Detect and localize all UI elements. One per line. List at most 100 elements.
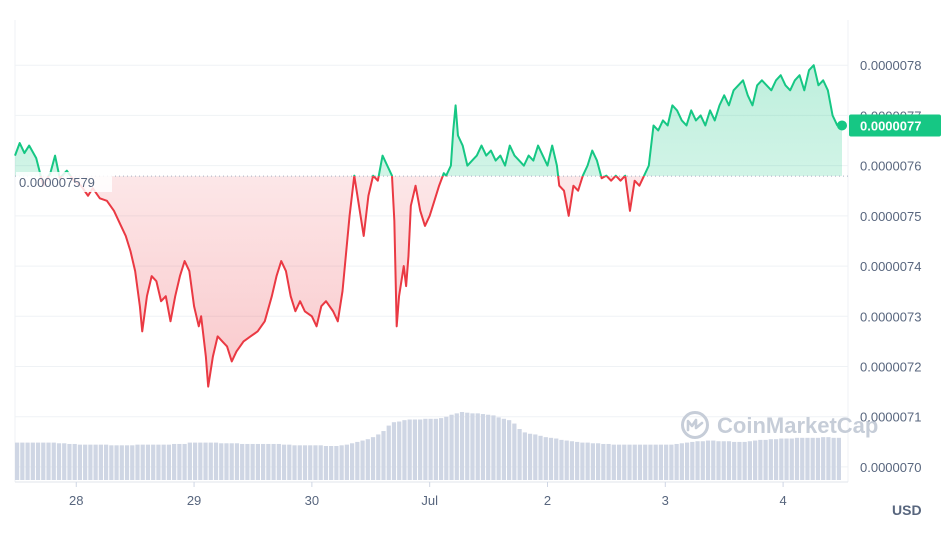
- volume-bar: [360, 440, 365, 480]
- coinmarketcap-watermark: CoinMarketCap: [681, 411, 878, 439]
- x-tick-label: 4: [779, 493, 786, 508]
- volume-bar: [711, 440, 716, 480]
- volume-bar: [590, 443, 595, 480]
- volume-bar: [700, 441, 705, 480]
- volume-bar: [653, 444, 658, 480]
- volume-bar: [664, 444, 669, 480]
- volume-bar: [674, 443, 679, 480]
- volume-bar: [805, 437, 810, 480]
- volume-bar: [381, 431, 386, 480]
- volume-bar: [323, 446, 329, 480]
- volume-bar: [433, 418, 438, 480]
- volume-bar: [46, 442, 51, 480]
- volume-bar: [637, 444, 643, 480]
- currency-label: USD: [892, 502, 922, 518]
- volume-bar: [580, 442, 585, 480]
- x-tick-label: 3: [662, 493, 669, 508]
- volume-bar: [695, 441, 700, 480]
- volume-bar: [831, 437, 836, 480]
- volume-bar: [527, 433, 533, 480]
- volume-bar: [622, 444, 627, 480]
- volume-bar: [669, 444, 674, 480]
- price-area: [15, 65, 842, 387]
- volume-bar: [438, 418, 444, 480]
- volume-bar: [784, 438, 789, 480]
- volume-bar: [643, 444, 648, 480]
- volume-bar: [151, 444, 156, 480]
- volume-bar: [459, 412, 465, 480]
- volume-bar: [72, 443, 77, 480]
- volume-bar: [213, 442, 219, 480]
- volume-bar: [512, 423, 517, 480]
- volume-bar: [507, 420, 512, 480]
- volume-bar: [62, 443, 67, 480]
- volume-bar: [287, 444, 292, 480]
- y-tick-label: 0.0000071: [860, 410, 921, 425]
- volume-bar: [465, 412, 470, 480]
- volume-bar: [344, 444, 349, 480]
- volume-bars: [15, 412, 841, 480]
- volume-bar: [349, 443, 355, 480]
- volume-bar: [601, 443, 606, 480]
- volume-bar: [25, 442, 30, 480]
- volume-bar: [203, 442, 208, 480]
- volume-bar: [156, 444, 161, 480]
- volume-bar: [412, 419, 418, 480]
- volume-bar: [15, 442, 20, 480]
- y-tick-label: 0.0000073: [860, 309, 921, 324]
- current-price-marker: 0.0000077: [837, 114, 941, 137]
- volume-bar: [124, 445, 130, 480]
- volume-bar: [470, 413, 475, 480]
- volume-bar: [355, 441, 360, 480]
- volume-bar: [292, 445, 297, 480]
- y-tick-label: 0.0000078: [860, 58, 921, 73]
- volume-bar: [742, 441, 747, 480]
- volume-bar: [684, 442, 690, 480]
- y-axis: 0.0000078 0.0000077 0.0000076 0.0000075 0.00…: [860, 58, 921, 475]
- volume-bar: [480, 414, 486, 480]
- volume-bar: [407, 419, 412, 480]
- volume-bar: [370, 437, 376, 480]
- volume-bar: [119, 445, 124, 480]
- volume-bar: [255, 443, 260, 480]
- volume-bar: [20, 442, 25, 480]
- area-below-baseline: [15, 176, 842, 387]
- volume-bar: [334, 446, 339, 480]
- volume-bar: [198, 442, 203, 480]
- volume-bar: [182, 443, 187, 480]
- volume-bar: [229, 443, 234, 480]
- volume-bar: [768, 439, 773, 480]
- y-tick-label: 0.0000072: [860, 360, 921, 375]
- volume-bar: [533, 434, 538, 480]
- volume-bar: [35, 442, 41, 480]
- volume-bar: [753, 440, 758, 480]
- x-tick-label: Jul: [421, 493, 438, 508]
- volume-bar: [763, 439, 768, 480]
- volume-bar: [308, 445, 313, 480]
- volume-bar: [418, 419, 423, 480]
- volume-bar: [250, 443, 255, 480]
- volume-bar: [559, 439, 564, 480]
- volume-bar: [501, 418, 507, 480]
- x-tick-label: 30: [305, 493, 319, 508]
- volume-bar: [313, 445, 318, 480]
- volume-bar: [93, 444, 98, 480]
- volume-bar: [449, 414, 454, 480]
- volume-bar: [815, 437, 821, 480]
- volume-bar: [161, 444, 166, 480]
- volume-bar: [836, 437, 841, 480]
- watermark-text: CoinMarketCap: [717, 413, 878, 438]
- volume-bar: [522, 432, 527, 480]
- volume-bar: [826, 437, 831, 480]
- volume-bar: [109, 445, 114, 480]
- volume-bar: [517, 429, 522, 480]
- volume-bar: [261, 443, 266, 480]
- volume-bar: [329, 446, 334, 480]
- volume-bar: [732, 441, 737, 480]
- volume-bar: [318, 445, 323, 480]
- volume-bar: [726, 441, 732, 480]
- volume-bar: [428, 418, 433, 480]
- volume-bar: [140, 444, 145, 480]
